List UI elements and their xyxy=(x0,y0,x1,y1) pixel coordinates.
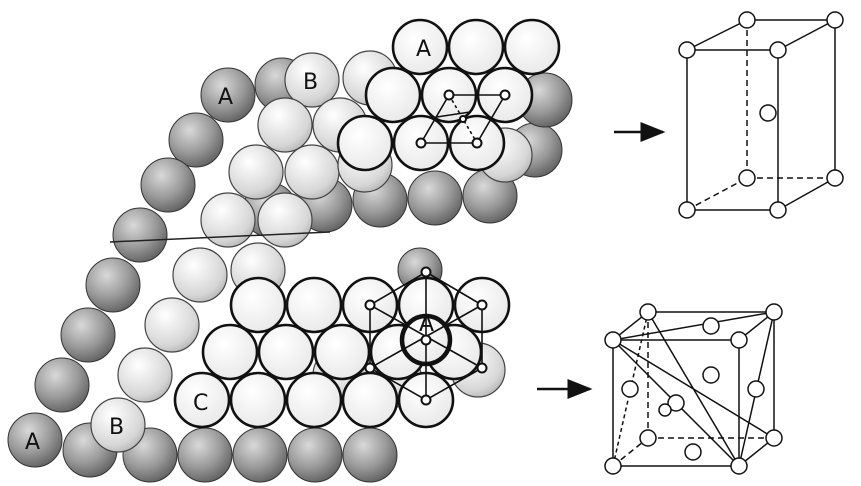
section-divider-line xyxy=(109,231,331,243)
bottom-label-b: B xyxy=(109,415,124,440)
top-stack-abab: A B A xyxy=(112,18,573,263)
bottom-layer-a-dark xyxy=(7,247,443,483)
fcc-atoms xyxy=(604,303,783,475)
top-layer-a-top xyxy=(336,18,561,172)
bottom-label-c: C xyxy=(193,391,208,416)
top-label-b: B xyxy=(303,70,318,95)
top-label-a-lower: A xyxy=(218,85,233,110)
top-label-a-upper: A xyxy=(416,37,431,62)
bottom-label-a-upper: A xyxy=(419,312,434,337)
bottom-label-a-lower: A xyxy=(25,430,40,455)
hcp-unit-cell xyxy=(686,19,836,211)
bottom-layer-c xyxy=(173,276,511,429)
bottom-hex-dots xyxy=(364,266,488,406)
top-hex-dots xyxy=(415,89,511,149)
fcc-unit-cell xyxy=(612,311,775,467)
hcp-atoms xyxy=(678,11,844,219)
bottom-stack-abcabc: A C B A xyxy=(7,242,511,483)
